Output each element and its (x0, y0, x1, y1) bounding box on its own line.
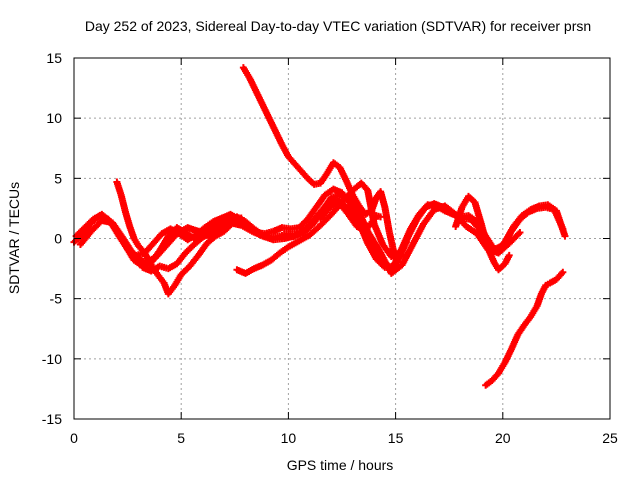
x-tick-label: 20 (495, 430, 511, 446)
sat-b-point (561, 232, 569, 240)
y-axis-label: SDTVAR / TECUs (6, 182, 22, 294)
sat-i-point (505, 251, 513, 259)
sat-f-point (402, 238, 410, 246)
x-tick-label: 25 (602, 430, 618, 446)
x-tick-label: 0 (70, 430, 78, 446)
axis-ticks: 0 5 10 15 20 25 -15 -10 -5 0 5 10 15 (42, 50, 618, 446)
sat-c-point (516, 228, 524, 236)
y-tick-label: -15 (42, 411, 62, 427)
sat-g-point (394, 259, 402, 267)
y-tick-label: 0 (54, 231, 62, 247)
sat-j-point (559, 268, 567, 276)
x-tick-label: 15 (388, 430, 404, 446)
grid-lines (74, 58, 610, 419)
sat-h-point (377, 213, 385, 221)
x-tick-label: 5 (177, 430, 185, 446)
y-tick-label: 15 (46, 50, 62, 66)
data-points (70, 64, 569, 389)
sat-d-point (237, 214, 245, 222)
x-tick-label: 10 (281, 430, 297, 446)
sat-e-point (224, 215, 232, 223)
y-tick-label: -5 (50, 291, 63, 307)
y-tick-label: 5 (54, 170, 62, 186)
y-tick-label: -10 (42, 351, 62, 367)
y-tick-label: 10 (46, 110, 62, 126)
x-axis-label: GPS time / hours (287, 457, 394, 473)
chart-title: Day 252 of 2023, Sidereal Day-to-day VTE… (85, 18, 591, 34)
